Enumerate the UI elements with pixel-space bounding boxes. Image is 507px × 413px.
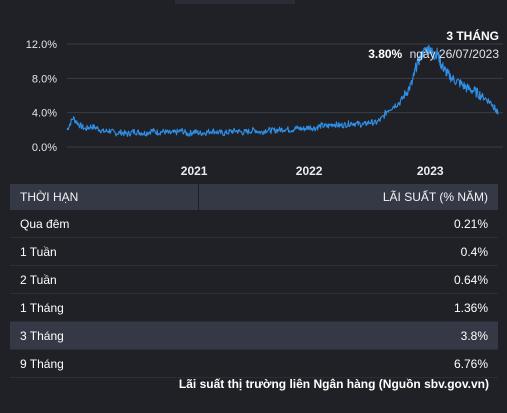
rate-cell: 0.64% (198, 265, 498, 294)
table-header-row: THỜI HẠN LÃI SUẤT (% NĂM) (10, 184, 498, 210)
x-tick-label: 2022 (296, 164, 323, 178)
chart-period-label: 3 THÁNG (446, 29, 499, 43)
term-cell: 2 Tuần (10, 265, 199, 294)
rate-cell: 0.4% (198, 237, 498, 266)
table-row-selected[interactable]: 3 Tháng 3.8% (10, 321, 498, 350)
x-tick-label: 2021 (181, 164, 208, 178)
interest-rate-chart: 0.0% 4.0% 8.0% 12.0% 2021 2022 2023 3 THÁNG 3.… (0, 0, 507, 183)
term-cell: 1 Tuần (10, 237, 199, 266)
y-tick-label: 8.0% (32, 73, 57, 85)
table-row[interactable]: 1 Tuần 0.4% (10, 237, 498, 266)
y-tick-label: 0.0% (32, 142, 57, 154)
term-cell: 3 Tháng (10, 321, 199, 350)
source-footnote: Lãi suất thị trường liên Ngân hàng (Nguồ… (178, 377, 489, 391)
series-line (66, 44, 499, 137)
interest-rate-table: THỜI HẠN LÃI SUẤT (% NĂM) Qua đêm 0.21% … (10, 184, 498, 378)
rate-cell: 0.21% (198, 210, 498, 238)
column-header-term: THỜI HẠN (10, 184, 199, 210)
term-cell: 1 Tháng (10, 293, 199, 322)
table-row[interactable]: 2 Tuần 0.64% (10, 265, 498, 294)
table-row[interactable]: 1 Tháng 1.36% (10, 293, 498, 322)
chart-svg: 0.0% 4.0% 8.0% 12.0% 2021 2022 2023 (26, 39, 503, 178)
rate-cell: 6.76% (198, 349, 498, 378)
table-row[interactable]: 9 Tháng 6.76% (10, 349, 498, 378)
term-cell: 9 Tháng (10, 349, 199, 378)
x-tick-label: 2023 (417, 164, 444, 178)
y-tick-label: 4.0% (32, 108, 57, 120)
chart-current-value: 3.80% (368, 47, 403, 61)
chart-tooltip: 3 THÁNG 3.80% ngày 26/07/2023 (368, 27, 499, 63)
rate-cell: 3.8% (198, 321, 498, 350)
term-cell: Qua đêm (10, 210, 199, 238)
top-tab-indicator (175, 0, 295, 4)
chart-current-date: ngày 26/07/2023 (409, 47, 499, 61)
table-row[interactable]: Qua đêm 0.21% (10, 210, 498, 238)
column-header-rate: LÃI SUẤT (% NĂM) (198, 184, 498, 210)
y-tick-label: 12.0% (26, 39, 57, 51)
rate-cell: 1.36% (198, 293, 498, 322)
